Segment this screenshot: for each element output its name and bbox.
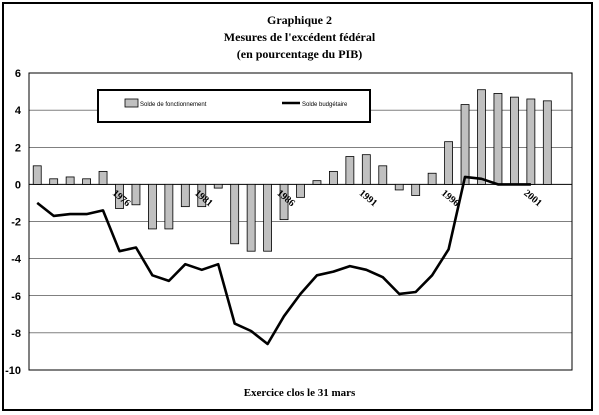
x-axis-label: Exercice clos le 31 mars <box>243 387 356 399</box>
bar <box>164 183 174 230</box>
bar <box>180 183 190 208</box>
bar <box>246 183 256 252</box>
bar <box>477 89 486 185</box>
bar <box>312 180 322 185</box>
bar <box>526 98 536 185</box>
bar <box>296 183 305 198</box>
chart-subtitle: Mesures de l'excédent fédéral <box>223 30 376 44</box>
bar <box>345 156 355 185</box>
y-tick-label: -6 <box>11 291 21 303</box>
bar <box>329 170 338 185</box>
y-tick-label: -2 <box>11 217 21 229</box>
y-tick-label: 0 <box>15 179 21 191</box>
y-tick-label: -10 <box>5 365 21 377</box>
legend-bar-swatch <box>124 98 139 108</box>
bar <box>49 178 59 185</box>
y-tick-label: 4 <box>15 105 22 117</box>
line-series <box>36 175 531 346</box>
bar <box>213 183 223 189</box>
y-tick-label: 6 <box>15 68 21 80</box>
chart-subtitle-units: (en pourcentage du PIB) <box>236 47 363 61</box>
bar <box>361 154 371 185</box>
legend-line-label: Solde budgétaire <box>302 102 348 108</box>
legend-bar-label: Solde de fonctionnement <box>140 102 207 108</box>
bar <box>510 96 519 185</box>
bar <box>115 183 124 209</box>
bar <box>427 172 437 185</box>
bar <box>460 104 470 185</box>
legend-box <box>97 89 371 123</box>
bar <box>493 93 503 185</box>
bar <box>411 183 421 196</box>
bar <box>82 178 91 185</box>
bar <box>98 170 108 185</box>
bar <box>263 183 272 252</box>
bar <box>279 183 289 221</box>
y-tick-label: 2 <box>15 142 21 154</box>
bar <box>444 141 453 185</box>
bar <box>230 183 240 245</box>
bar <box>378 165 388 185</box>
bar <box>32 165 42 185</box>
y-tick-label: -8 <box>11 328 21 340</box>
bar <box>131 183 141 206</box>
bar <box>394 183 404 191</box>
bar <box>148 183 157 230</box>
chart-title: Graphique 2 <box>266 13 332 27</box>
bar <box>197 183 207 208</box>
bar <box>65 176 75 185</box>
y-tick-label: -4 <box>11 254 22 266</box>
bar <box>542 100 552 185</box>
